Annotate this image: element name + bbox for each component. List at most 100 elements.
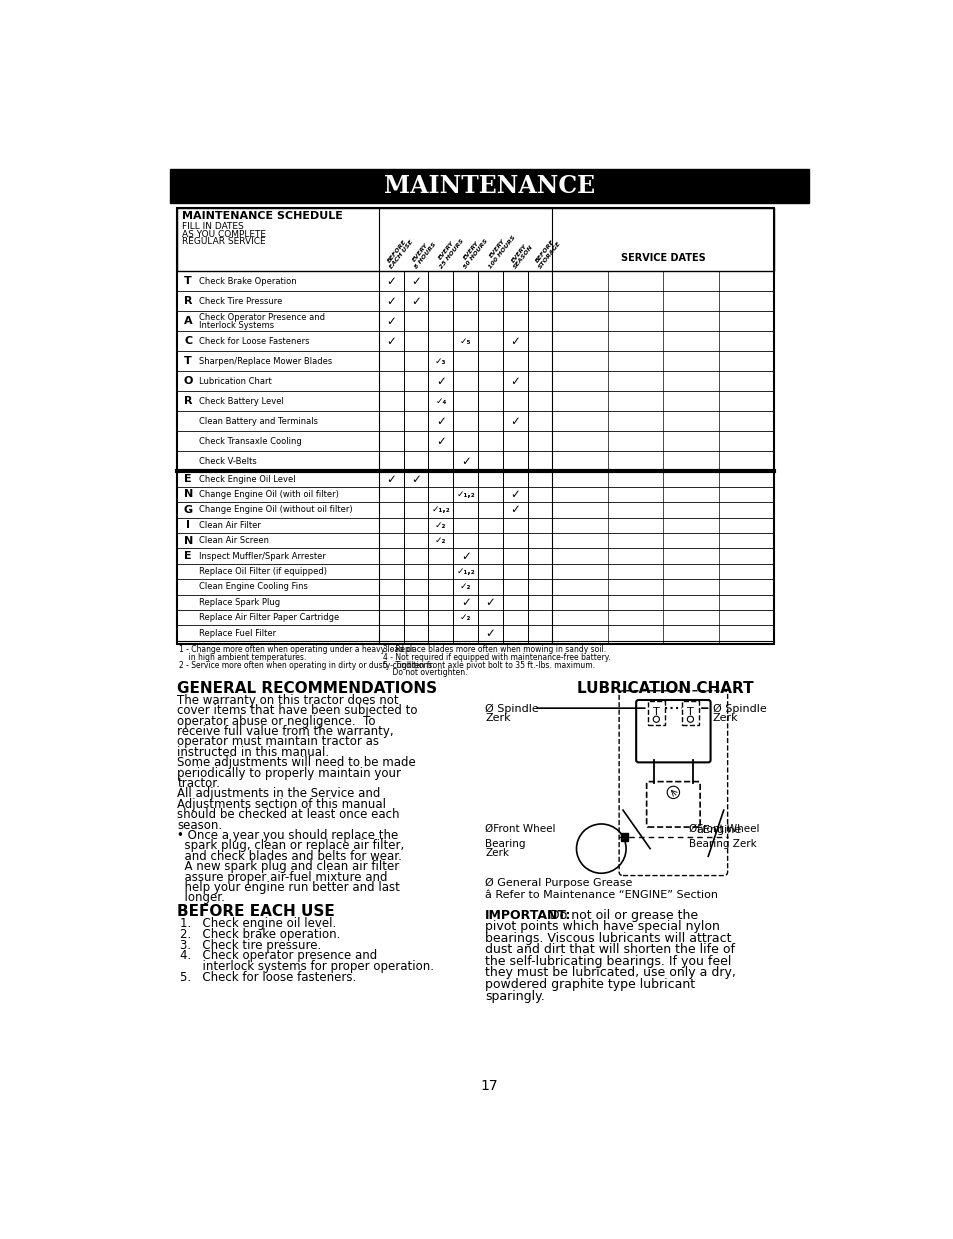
Text: sparingly.: sparingly. <box>484 990 544 1002</box>
Text: 1 - Change more often when operating under a heavy load or: 1 - Change more often when operating und… <box>179 646 414 654</box>
Text: ✓: ✓ <box>386 275 395 287</box>
Text: Check Brake Operation: Check Brake Operation <box>199 276 296 286</box>
Text: Clean Air Screen: Clean Air Screen <box>199 536 269 545</box>
Text: BEFORE EACH USE: BEFORE EACH USE <box>177 904 335 919</box>
Text: MAINTENANCE: MAINTENANCE <box>383 175 595 198</box>
Text: ✓₂: ✓₂ <box>459 613 471 622</box>
Text: Check Tire Pressure: Check Tire Pressure <box>199 296 282 306</box>
Text: C: C <box>184 336 193 346</box>
Text: Clean Engine Cooling Fins: Clean Engine Cooling Fins <box>199 582 308 591</box>
Text: Change Engine Oil (with oil filter): Change Engine Oil (with oil filter) <box>199 489 338 499</box>
Text: T: T <box>686 707 693 717</box>
Text: 2.   Check brake operation.: 2. Check brake operation. <box>180 928 340 940</box>
Text: ✓₂: ✓₂ <box>435 536 446 545</box>
Text: Some adjustments will need to be made: Some adjustments will need to be made <box>177 756 416 769</box>
Text: T: T <box>652 707 659 717</box>
Bar <box>170 170 808 203</box>
Text: ✓: ✓ <box>460 596 470 608</box>
Text: Check Engine Oil Level: Check Engine Oil Level <box>199 475 295 483</box>
Text: ✓: ✓ <box>485 627 495 639</box>
Text: season.: season. <box>177 819 222 831</box>
Text: spark plug, clean or replace air filter,: spark plug, clean or replace air filter, <box>177 839 404 852</box>
Text: bearings. Viscous lubricants will attract: bearings. Viscous lubricants will attrac… <box>484 932 731 945</box>
Text: ✓: ✓ <box>436 435 445 447</box>
Text: Zerk: Zerk <box>484 714 510 724</box>
Text: Replace Fuel Filter: Replace Fuel Filter <box>199 628 276 638</box>
Text: ✓₃: ✓₃ <box>435 357 446 366</box>
Text: in high ambient temperatures.: in high ambient temperatures. <box>179 653 306 662</box>
Text: interlock systems for proper operation.: interlock systems for proper operation. <box>180 960 434 974</box>
Text: Ø Spindle: Ø Spindle <box>484 704 538 714</box>
Text: EVERY
25 HOURS: EVERY 25 HOURS <box>434 234 464 270</box>
Text: ✓₂: ✓₂ <box>435 520 446 530</box>
Text: instructed in this manual.: instructed in this manual. <box>177 746 329 758</box>
Text: ✓₄: ✓₄ <box>435 396 446 405</box>
Text: Adjustments section of this manual: Adjustments section of this manual <box>177 798 386 810</box>
Text: Replace Oil Filter (if equipped): Replace Oil Filter (if equipped) <box>199 567 327 576</box>
Text: Check Transaxle Cooling: Check Transaxle Cooling <box>199 437 301 446</box>
Text: ✓₁,₂: ✓₁,₂ <box>456 489 475 499</box>
Text: FILL IN DATES: FILL IN DATES <box>182 222 244 230</box>
Text: GENERAL RECOMMENDATIONS: GENERAL RECOMMENDATIONS <box>177 680 437 696</box>
Text: ✓: ✓ <box>510 335 519 348</box>
Text: 2 - Service more often when operating in dirty or dusty conditions.: 2 - Service more often when operating in… <box>179 660 435 670</box>
Text: O: O <box>183 377 193 387</box>
Text: Replace Air Filter Paper Cartridge: Replace Air Filter Paper Cartridge <box>199 613 339 622</box>
Text: Check Battery Level: Check Battery Level <box>199 396 284 405</box>
Text: ✓: ✓ <box>460 550 470 563</box>
Text: Check for Loose Fasteners: Check for Loose Fasteners <box>199 337 310 346</box>
Bar <box>177 208 773 271</box>
Text: ✓: ✓ <box>510 488 519 501</box>
Text: should be checked at least once each: should be checked at least once each <box>177 808 399 821</box>
Text: ✓: ✓ <box>386 472 395 486</box>
Text: ✓: ✓ <box>436 374 445 388</box>
Text: cover items that have been subjected to: cover items that have been subjected to <box>177 704 417 717</box>
Text: assure proper air-fuel mixture and: assure proper air-fuel mixture and <box>177 871 388 883</box>
Text: EVERY
SEASON: EVERY SEASON <box>508 240 534 270</box>
Text: dust and dirt that will shorten the life of: dust and dirt that will shorten the life… <box>484 943 734 957</box>
Text: REGULAR SERVICE: REGULAR SERVICE <box>182 237 265 247</box>
Bar <box>647 701 664 725</box>
Text: Zerk: Zerk <box>712 714 738 724</box>
Text: ØFront Wheel: ØFront Wheel <box>688 824 759 834</box>
Text: 3 - Replace blades more often when mowing in sandy soil.: 3 - Replace blades more often when mowin… <box>382 646 605 654</box>
Text: ✓: ✓ <box>510 374 519 388</box>
Text: LUBRICATION CHART: LUBRICATION CHART <box>577 680 753 696</box>
Text: BEFORE
STORAGE: BEFORE STORAGE <box>533 237 561 270</box>
Text: Ø General Purpose Grease: Ø General Purpose Grease <box>484 878 632 888</box>
Text: longer.: longer. <box>177 891 225 904</box>
Text: All adjustments in the Service and: All adjustments in the Service and <box>177 788 380 800</box>
Text: ✓: ✓ <box>510 415 519 427</box>
Bar <box>620 833 628 841</box>
Text: ✓: ✓ <box>386 335 395 348</box>
Text: ✓₁,₂: ✓₁,₂ <box>431 506 450 514</box>
Text: EVERY
100 HOURS: EVERY 100 HOURS <box>483 232 517 270</box>
Text: Bearing: Bearing <box>484 839 525 849</box>
Text: N: N <box>183 489 193 499</box>
Text: ✓: ✓ <box>485 596 495 608</box>
Text: Ø Spindle: Ø Spindle <box>712 704 766 714</box>
Text: Do not overtighten.: Do not overtighten. <box>382 668 467 678</box>
Text: ✓: ✓ <box>510 503 519 517</box>
Text: 1.   Check engine oil level.: 1. Check engine oil level. <box>180 917 336 930</box>
Text: Clean Air Filter: Clean Air Filter <box>199 520 261 530</box>
Text: ✓: ✓ <box>460 455 470 468</box>
Text: ✓: ✓ <box>386 315 395 327</box>
Text: ✓₁,₂: ✓₁,₂ <box>456 567 475 576</box>
Text: 4 - Not required if equipped with maintenance-free battery.: 4 - Not required if equipped with mainte… <box>382 653 610 662</box>
Text: BEFORE
EACH USE: BEFORE EACH USE <box>384 235 414 270</box>
Text: EVERY
8 HOURS: EVERY 8 HOURS <box>409 238 436 270</box>
Text: â Refer to Maintenance “ENGINE” Section: â Refer to Maintenance “ENGINE” Section <box>484 890 718 901</box>
Text: tractor.: tractor. <box>177 777 220 790</box>
Text: Check Operator Presence and: Check Operator Presence and <box>199 312 325 322</box>
Text: Check V-Belts: Check V-Belts <box>199 457 256 466</box>
Text: Do not oil or grease the: Do not oil or grease the <box>542 908 698 922</box>
Text: SERVICE DATES: SERVICE DATES <box>620 254 705 264</box>
Text: ✓: ✓ <box>411 472 420 486</box>
Text: The warranty on this tractor does not: The warranty on this tractor does not <box>177 694 398 706</box>
Text: 4.   Check operator presence and: 4. Check operator presence and <box>180 949 377 963</box>
Text: receive full value from the warranty,: receive full value from the warranty, <box>177 725 394 738</box>
Text: 3.   Check tire pressure.: 3. Check tire pressure. <box>180 939 321 952</box>
Text: Clean Battery and Terminals: Clean Battery and Terminals <box>199 416 317 426</box>
Text: 5 - Tighten front axle pivot bolt to 35 ft.-lbs. maximum.: 5 - Tighten front axle pivot bolt to 35 … <box>382 660 594 670</box>
